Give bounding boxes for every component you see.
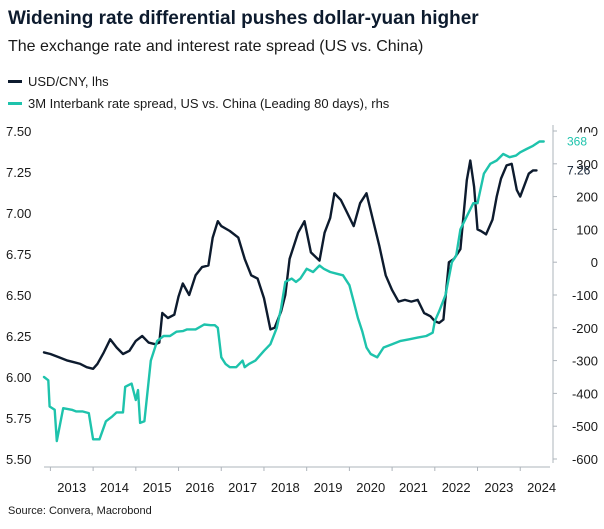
x-tick-label: 2017 [228, 480, 257, 495]
right-tick-label: -500 [572, 419, 598, 434]
right-tick-label: 200 [576, 190, 598, 205]
x-tick-label: 2013 [57, 480, 86, 495]
x-tick-label: 2020 [356, 480, 385, 495]
x-tick-label: 2015 [143, 480, 172, 495]
left-axis: 5.50 5.75 6.00 6.25 6.50 6.75 7.00 7.25 7.50 [6, 124, 31, 467]
x-tick-label: 2023 [484, 480, 513, 495]
chart-legend: USD/CNY, lhs 3M Interbank rate spread, U… [8, 70, 389, 114]
legend-entry-spread: 3M Interbank rate spread, US vs. China (… [8, 92, 389, 114]
series-line-spread [42, 140, 545, 443]
right-tick-label: -400 [572, 386, 598, 401]
left-tick-label: 6.25 [6, 329, 31, 344]
x-tick-label: 2019 [314, 480, 343, 495]
series-layer: 7.26 368 [42, 132, 593, 443]
right-tick-label: -300 [572, 354, 598, 369]
left-tick-label: 5.50 [6, 452, 31, 467]
legend-label-usdcny: USD/CNY, lhs [28, 73, 109, 89]
x-tick-label: 2021 [399, 480, 428, 495]
x-tick-label: 2018 [271, 480, 300, 495]
left-tick-label: 6.75 [6, 247, 31, 262]
x-axis: 2013 2014 2015 2016 2017 2018 2019 2020 2021 2022… [44, 466, 556, 495]
legend-label-spread: 3M Interbank rate spread, US vs. China (… [28, 95, 390, 111]
left-tick-label: 6.00 [6, 370, 31, 385]
series-line-usdcny [42, 159, 538, 370]
left-tick-label: 6.50 [6, 288, 31, 303]
left-tick-label: 5.75 [6, 411, 31, 426]
left-tick-label: 7.00 [6, 206, 31, 221]
end-label-spread: 368 [567, 134, 587, 148]
right-tick-label: 100 [576, 222, 598, 237]
right-tick-label: 0 [591, 255, 598, 270]
right-tick-label: -600 [572, 452, 598, 467]
chart-title: Widening rate differential pushes dollar… [8, 8, 479, 29]
x-tick-label: 2022 [442, 480, 471, 495]
left-tick-label: 7.50 [6, 124, 31, 139]
right-tick-label: 300 [576, 157, 598, 172]
left-tick-label: 7.25 [6, 165, 31, 180]
chart-subtitle: The exchange rate and interest rate spre… [8, 38, 424, 55]
x-tick-label: 2014 [100, 480, 129, 495]
legend-swatch-spread [8, 101, 22, 105]
right-tick-label: -100 [572, 288, 598, 303]
x-tick-label: 2024 [527, 480, 556, 495]
right-tick-label: -200 [572, 321, 598, 336]
end-label-usdcny: 7.26 [567, 163, 591, 177]
x-tick-label: 2016 [185, 480, 214, 495]
legend-swatch-usdcny [8, 79, 22, 83]
source-note: Source: Convera, Macrobond [8, 505, 152, 517]
legend-entry-usdcny: USD/CNY, lhs [8, 70, 389, 92]
end-label-spread-bg [563, 132, 593, 150]
